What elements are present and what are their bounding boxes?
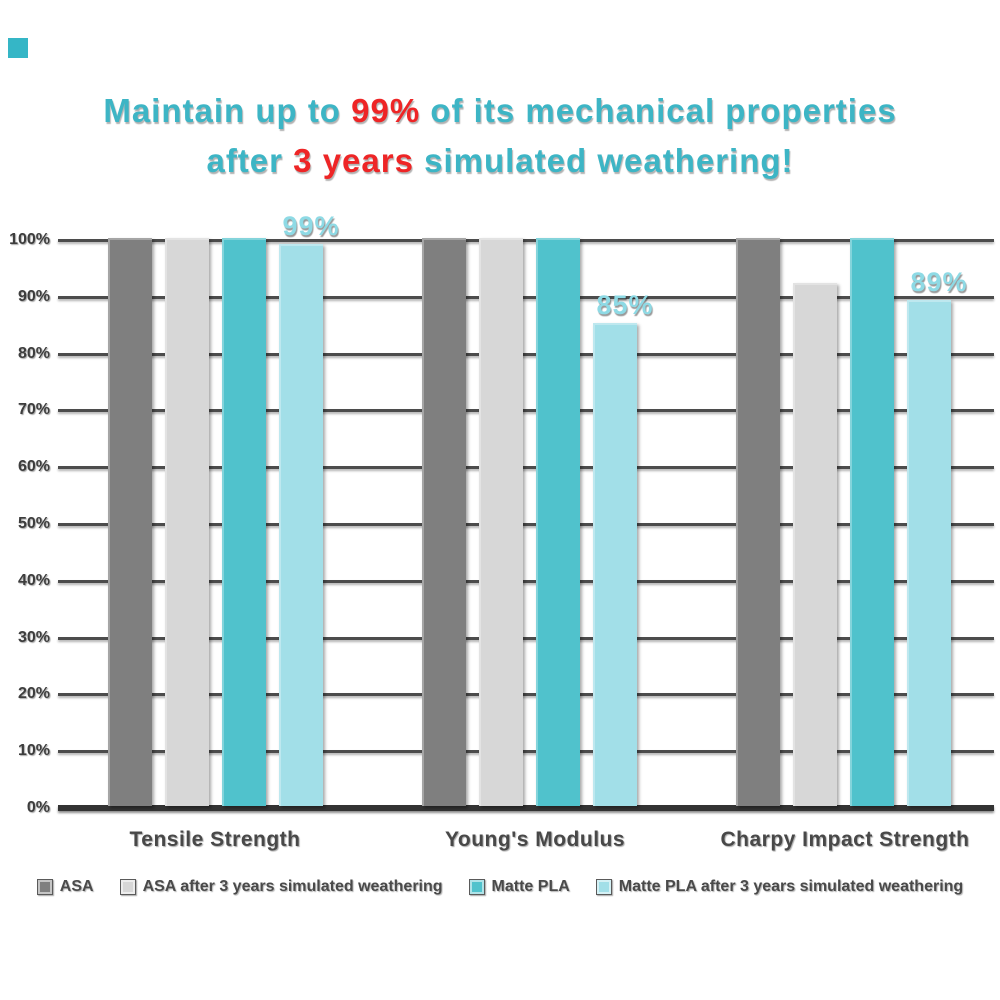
- legend-swatch: [119, 879, 136, 895]
- title-segment: of its mechanical properties: [420, 92, 897, 129]
- grid-line: [58, 693, 994, 697]
- y-tick-label: 80%: [17, 344, 50, 362]
- legend-item: Matte PLA: [468, 878, 570, 896]
- bar-value-label: 85%: [596, 290, 654, 321]
- legend-label: ASA: [59, 878, 94, 895]
- legend-swatch: [468, 879, 485, 895]
- legend-swatch: [595, 879, 612, 895]
- category-label: Tensile Strength: [129, 828, 301, 851]
- y-tick-label: 70%: [17, 401, 50, 419]
- bar: [422, 238, 466, 806]
- y-tick-label: 0%: [26, 799, 50, 816]
- bar: [222, 238, 266, 806]
- bar: [479, 238, 523, 806]
- category-label: Young's Modulus: [444, 828, 626, 851]
- legend-swatch: [36, 879, 53, 895]
- chart-title-line2: after 3 years simulated weathering!: [0, 136, 1000, 186]
- y-tick-label: 60%: [17, 458, 50, 476]
- legend-item: ASA: [36, 878, 94, 896]
- bar: [593, 323, 637, 806]
- y-tick-label: 10%: [17, 742, 50, 760]
- title-segment: Maintain up to: [103, 92, 352, 129]
- chart-title-line1: Maintain up to 99% of its mechanical pro…: [0, 86, 1000, 136]
- bar: [907, 300, 951, 806]
- y-tick-label: 40%: [17, 571, 50, 589]
- grid-line: [58, 523, 994, 526]
- legend-label: Matte PLA after 3 years simulated weathe…: [618, 878, 964, 895]
- category-label: Charpy Impact Strength: [720, 828, 970, 851]
- grid-line: [58, 466, 994, 470]
- bar: [793, 283, 837, 806]
- grid-line: [58, 239, 994, 242]
- decor-teal-square: [8, 38, 28, 58]
- legend-label: Matte PLA: [491, 878, 570, 895]
- title-segment: simulated weathering!: [413, 142, 794, 179]
- legend-item: Matte PLA after 3 years simulated weathe…: [595, 878, 964, 896]
- bar: [536, 238, 580, 806]
- grid-line: [58, 636, 994, 640]
- bar-value-label: 99%: [282, 210, 340, 241]
- title-segment: after: [206, 142, 294, 179]
- bar: [850, 238, 894, 806]
- grid-line: [58, 409, 994, 413]
- x-axis-baseline: [58, 805, 994, 811]
- plot-area: 99% 85% 89%: [58, 211, 994, 811]
- y-tick-label: 30%: [17, 628, 50, 646]
- y-tick-label: 20%: [17, 685, 50, 703]
- grid-line: [58, 352, 994, 356]
- grid-line: [58, 295, 994, 299]
- chart-legend: ASA ASA after 3 years simulated weatherin…: [0, 878, 1000, 896]
- bar: [736, 238, 780, 806]
- legend-item: ASA after 3 years simulated weathering: [119, 878, 443, 896]
- bar: [108, 238, 152, 806]
- grid-line: [58, 750, 994, 754]
- y-tick-label: 100%: [9, 231, 50, 248]
- y-tick-label: 90%: [17, 287, 50, 305]
- title-segment: 3 years: [293, 142, 414, 179]
- bar: [279, 243, 323, 806]
- legend-label: ASA after 3 years simulated weathering: [142, 878, 443, 895]
- grid-line: [58, 579, 994, 583]
- bar: [165, 238, 209, 806]
- title-segment: 99%: [351, 92, 421, 129]
- chart-title: Maintain up to 99% of its mechanical pro…: [0, 86, 1000, 186]
- bar-value-label: 89%: [910, 267, 968, 298]
- y-tick-label: 50%: [17, 515, 50, 532]
